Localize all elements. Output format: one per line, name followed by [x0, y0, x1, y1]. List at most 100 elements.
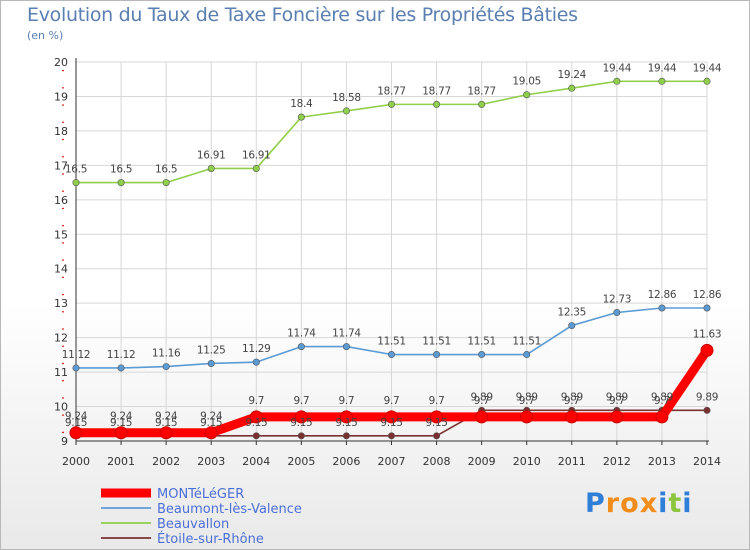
x-tick-label: 2012: [603, 455, 631, 468]
data-label: 9.89: [561, 391, 583, 403]
data-label: 12.86: [693, 289, 722, 301]
series-point-1: [387, 351, 395, 359]
series-point-1: [162, 363, 170, 371]
x-tick-label: 2001: [107, 455, 135, 468]
data-label: 9.7: [609, 395, 625, 407]
series-point-2: [207, 164, 215, 172]
x-tick-label: 2014: [693, 455, 721, 468]
series-point-3: [252, 432, 260, 440]
series-point-0: [69, 426, 83, 440]
logo-letter: i: [658, 488, 669, 519]
data-label: 9.7: [474, 395, 490, 407]
data-label: 9.7: [248, 395, 264, 407]
data-label: 11.16: [152, 348, 181, 360]
x-tick-label: 2002: [152, 455, 180, 468]
data-label: 11.29: [242, 343, 271, 355]
y-tick-label: 17: [54, 159, 68, 172]
series-point-2: [72, 179, 80, 187]
series-point-2: [433, 100, 441, 108]
grid-lines: [75, 61, 708, 442]
y-tick-label: 14: [54, 263, 68, 276]
data-label: 11.74: [332, 328, 361, 340]
series-point-0: [565, 410, 579, 424]
x-tick-label: 2003: [197, 455, 225, 468]
series-point-1: [342, 343, 350, 351]
series-point-3: [703, 406, 711, 414]
series-point-1: [207, 359, 215, 367]
series-point-1: [568, 322, 576, 330]
data-label: 11.12: [62, 349, 91, 361]
series-point-2: [387, 100, 395, 108]
logo-letter: r: [605, 488, 621, 519]
legend-label-1: Beaumont-lès-Valence: [157, 502, 302, 517]
data-label: 12.73: [603, 293, 632, 305]
data-label: 9.15: [200, 417, 222, 429]
data-labels: 9.24 9.24 9.24 9.24 9.7 9.7 9.7 9.7 9.7 9.7 9.7 9.7…: [62, 62, 722, 429]
series-point-3: [342, 432, 350, 440]
series-point-2: [478, 100, 486, 108]
series-point-3: [297, 432, 305, 440]
data-label: 9.7: [339, 395, 355, 407]
series-point-2: [568, 84, 576, 92]
data-label: 11.51: [512, 336, 541, 348]
x-tick-label: 2010: [513, 455, 541, 468]
data-label: 9.15: [110, 417, 132, 429]
x-tick-label: 2013: [648, 455, 676, 468]
proxiti-logo: Proxiti: [585, 488, 693, 519]
series-point-0: [385, 410, 398, 424]
x-tick-label: 2011: [558, 455, 586, 468]
series-point-0: [520, 410, 534, 424]
data-label: 18.4: [290, 98, 313, 110]
data-label: 11.12: [107, 349, 136, 361]
logo-letter: t: [668, 488, 683, 519]
series-point-1: [613, 308, 621, 316]
logo-letter: x: [639, 488, 659, 519]
data-label: 16.91: [242, 149, 271, 161]
data-label: 9.24: [110, 411, 133, 423]
data-label: 16.91: [197, 149, 226, 161]
series-point-0: [339, 410, 353, 424]
series-point-1: [252, 358, 260, 366]
data-label: 11.51: [422, 336, 451, 348]
data-label: 9.15: [425, 417, 447, 429]
series-point-2: [297, 113, 305, 121]
series-point-2: [162, 179, 170, 187]
data-label: 18.77: [467, 85, 496, 97]
data-label: 19.44: [648, 62, 677, 74]
axes: 9 10 11 12 13 14 15 16 17 18 19 20 2000 2001 2002 2003 2…: [54, 56, 721, 468]
series-point-1: [117, 364, 125, 372]
data-label: 9.89: [696, 391, 718, 403]
legend-label-3: Étoile-sur-Rhône: [157, 531, 264, 547]
y-tick-label: 13: [54, 297, 68, 310]
data-label: 11.25: [197, 344, 226, 356]
data-label: 9.89: [471, 391, 493, 403]
series-point-0: [204, 426, 218, 440]
y-axis-unit: (en %): [27, 29, 64, 42]
series-point-2: [658, 77, 666, 85]
data-label: 18.58: [332, 92, 361, 104]
logo-letter: o: [620, 488, 640, 519]
series-point-0: [430, 410, 444, 424]
series-point-0: [700, 343, 714, 357]
data-label: 16.5: [110, 164, 132, 176]
series-point-0: [610, 410, 624, 424]
data-label: 11.51: [467, 336, 496, 348]
chart-title: Evolution du Taux de Taxe Foncière sur l…: [27, 4, 578, 26]
data-label: 9.89: [606, 391, 628, 403]
legend-label-0: MONTéLéGER: [157, 487, 244, 502]
data-label: 9.24: [65, 411, 88, 423]
series-point-2: [613, 77, 621, 85]
data-label: 16.5: [155, 164, 177, 176]
data-label: 9.89: [516, 391, 538, 403]
data-label: 9.15: [155, 417, 177, 429]
series-point-1: [433, 351, 441, 359]
x-tick-label: 2004: [242, 455, 270, 468]
series-point-2: [252, 164, 260, 172]
y-tick-label: 16: [54, 194, 68, 207]
data-label: 9.7: [384, 395, 400, 407]
data-label: 11.63: [693, 328, 722, 340]
series-point-2: [117, 179, 125, 187]
series-point-0: [655, 410, 669, 424]
data-label: 9.7: [564, 395, 580, 407]
data-label: 9.7: [519, 395, 535, 407]
